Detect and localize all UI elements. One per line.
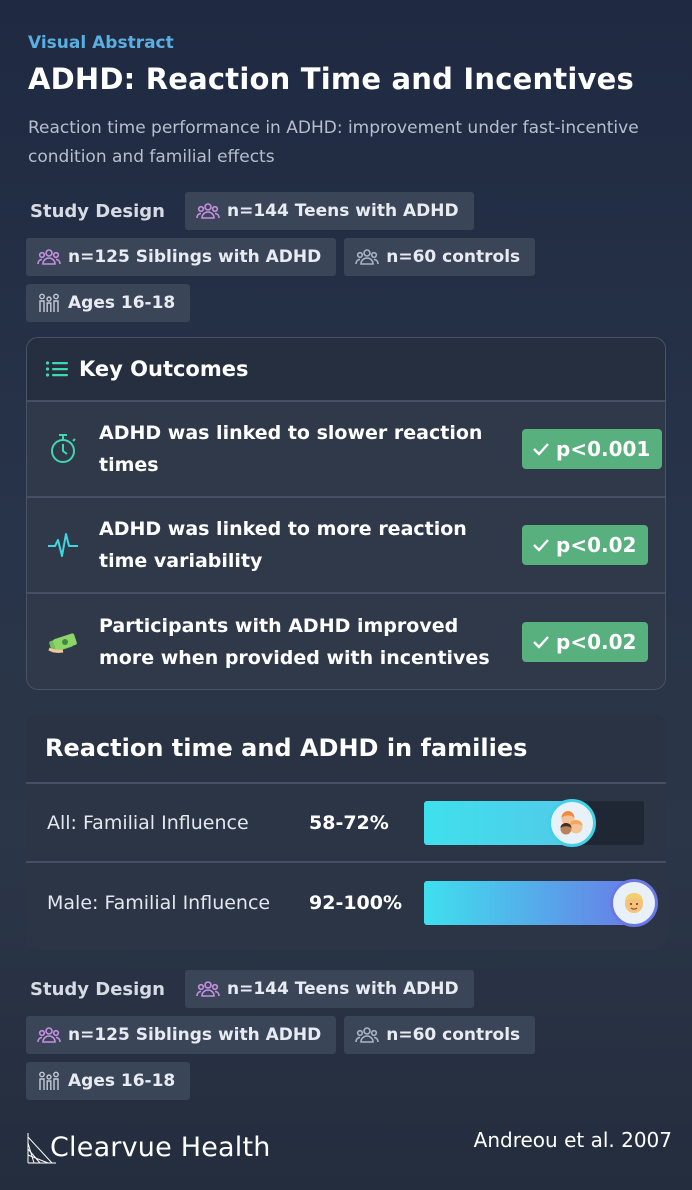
stopwatch-icon — [27, 433, 99, 465]
pill-controls: n=60 controls — [344, 1016, 536, 1054]
badge-text: p<0.001 — [556, 437, 651, 461]
p-value-badge: p<0.02 — [522, 622, 649, 662]
family-row-label: All: Familial Influence — [47, 811, 249, 834]
page-subtitle: Reaction time performance in ADHD: impro… — [28, 118, 639, 167]
page-title: ADHD: Reaction Time and Incentives — [28, 62, 634, 96]
logo-icon — [26, 1125, 58, 1169]
outcome-item: ADHD was linked to slower reaction times… — [27, 402, 665, 498]
study-design-label: Study Design — [30, 978, 165, 1000]
money-icon — [27, 629, 99, 655]
outcome-item: Participants with ADHD improved more whe… — [27, 594, 665, 689]
study-design-label: Study Design — [30, 200, 165, 222]
check-icon — [532, 538, 550, 552]
check-icon — [532, 635, 550, 649]
outcome-item: ADHD was linked to more reaction time va… — [27, 498, 665, 594]
group-icon — [36, 1025, 62, 1045]
kicker: Visual Abstract — [28, 33, 174, 53]
list-icon — [45, 360, 71, 378]
check-icon — [532, 442, 550, 456]
family-icon — [36, 1071, 62, 1091]
progress-fill — [424, 880, 644, 925]
pill-text: Ages 16-18 — [68, 1071, 176, 1091]
family-row: Male: Familial Influence 92-100% — [26, 863, 666, 942]
pill-text: n=60 controls — [386, 247, 521, 267]
progress-track — [424, 798, 644, 847]
study-design-bottom: Study Design n=144 Teens with ADHD n=125… — [26, 970, 666, 1108]
pill-ages: Ages 16-18 — [26, 1062, 191, 1100]
pill-text: n=144 Teens with ADHD — [227, 979, 459, 999]
pill-text: n=125 Siblings with ADHD — [68, 1025, 322, 1045]
man-icon — [610, 878, 658, 927]
brand-logo: Clearvue Health — [26, 1125, 271, 1169]
family-icon — [36, 293, 62, 313]
group-icon — [354, 1025, 380, 1045]
pill-teens: n=144 Teens with ADHD — [185, 970, 474, 1008]
p-value-badge: p<0.001 — [522, 429, 663, 469]
key-outcomes-title: Key Outcomes — [79, 357, 249, 381]
badge-text: p<0.02 — [556, 630, 637, 654]
badge-text: p<0.02 — [556, 533, 637, 557]
family-row-value: 92-100% — [309, 891, 403, 914]
group-icon — [36, 247, 62, 267]
outcome-text: ADHD was linked to slower reaction times — [99, 422, 483, 476]
pill-text: Ages 16-18 — [68, 293, 176, 313]
progress-track — [424, 878, 658, 927]
outcome-text: Participants with ADHD improved more whe… — [99, 615, 490, 669]
pill-controls: n=60 controls — [344, 238, 536, 276]
group-icon — [354, 247, 380, 267]
heartbeat-icon — [27, 532, 99, 558]
outcome-text: ADHD was linked to more reaction time va… — [99, 518, 467, 572]
families-title: Reaction time and ADHD in families — [26, 714, 666, 784]
citation: Andreou et al. 2007 — [473, 1128, 672, 1152]
group-icon — [195, 201, 221, 221]
families-card: Reaction time and ADHD in families All: … — [26, 714, 666, 949]
children-icon — [548, 798, 596, 847]
pill-siblings: n=125 Siblings with ADHD — [26, 1016, 337, 1054]
key-outcomes-header: Key Outcomes — [27, 338, 665, 402]
pill-text: n=144 Teens with ADHD — [227, 201, 459, 221]
pill-text: n=125 Siblings with ADHD — [68, 247, 322, 267]
key-outcomes-card: Key Outcomes ADHD was linked to slower r… — [26, 337, 666, 690]
pill-ages: Ages 16-18 — [26, 284, 191, 322]
pill-siblings: n=125 Siblings with ADHD — [26, 238, 337, 276]
pill-teens: n=144 Teens with ADHD — [185, 192, 474, 230]
pill-text: n=60 controls — [386, 1025, 521, 1045]
study-design-top: Study Design n=144 Teens with ADHD n=125… — [26, 192, 666, 330]
p-value-badge: p<0.02 — [522, 525, 649, 565]
family-row: All: Familial Influence 58-72% — [26, 784, 666, 863]
brand-name: Clearvue Health — [50, 1131, 271, 1163]
group-icon — [195, 979, 221, 999]
family-row-value: 58-72% — [309, 811, 389, 834]
family-row-label: Male: Familial Influence — [47, 891, 271, 914]
